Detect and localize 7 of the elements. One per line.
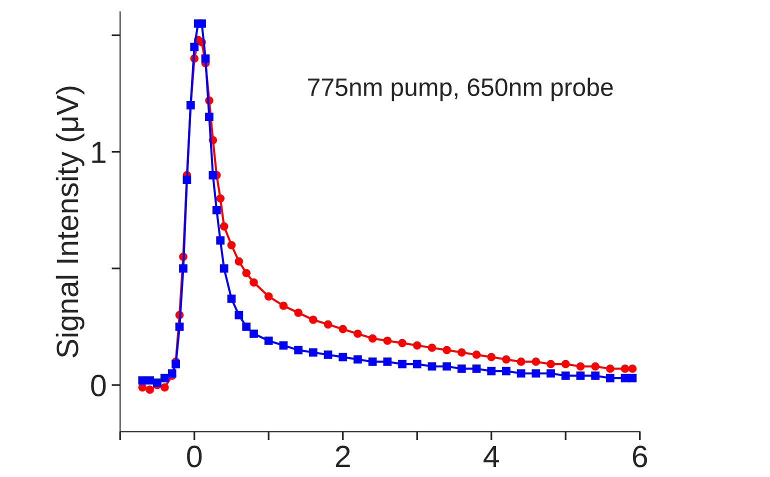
annotation: 775nm pump, 650nm probe [308, 78, 613, 102]
x-tick-label: 4 [484, 446, 499, 468]
x-tick-label: 0 [187, 446, 202, 468]
x-tick-label: 6 [632, 446, 648, 468]
y-axis-title: Signal Intensity (μV) [56, 86, 84, 358]
y-tick-label: 1 [92, 142, 106, 163]
x-tick-label: 2 [336, 446, 350, 468]
